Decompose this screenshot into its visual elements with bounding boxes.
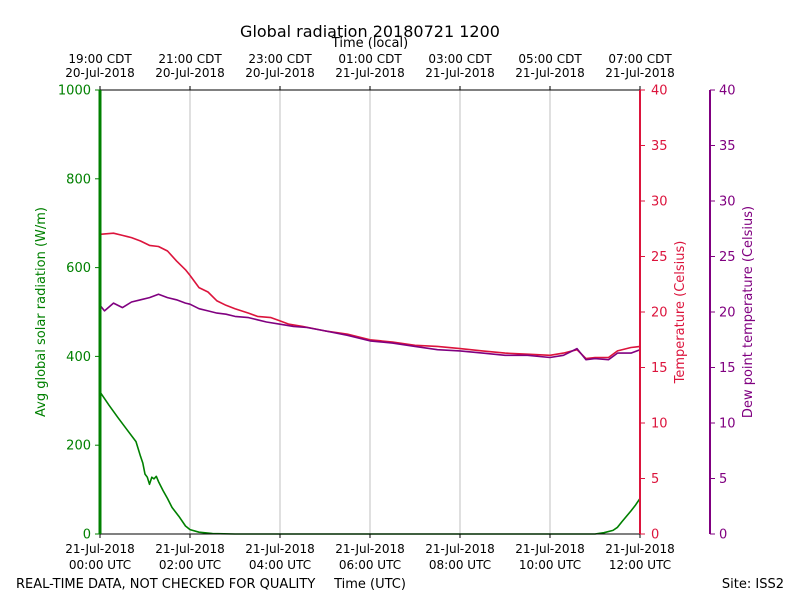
top-axis-label: Time (local) xyxy=(331,36,408,51)
temperature-tick-label: 20 xyxy=(651,306,668,321)
top-tick-label: 01:00 CDT xyxy=(338,52,402,66)
radiation-tick-label: 0 xyxy=(83,528,91,543)
site-label: Site: ISS2 xyxy=(722,577,784,592)
dewpoint-tick-label: 10 xyxy=(719,417,736,432)
x-tick-label: 06:00 UTC xyxy=(339,558,401,572)
temperature-tick-label: 0 xyxy=(651,528,659,543)
temperature-tick-label: 5 xyxy=(651,472,659,487)
temperature-tick-label: 40 xyxy=(651,84,668,99)
radiation-series-line xyxy=(99,391,641,535)
x-tick-label: 21-Jul-2018 xyxy=(515,542,585,556)
temperature-axis-label: Temperature (Celsius) xyxy=(673,241,688,385)
dewpoint-tick-label: 20 xyxy=(719,306,736,321)
x-tick-label: 21-Jul-2018 xyxy=(605,542,675,556)
top-tick-label: 05:00 CDT xyxy=(518,52,582,66)
x-tick-label: 12:00 UTC xyxy=(609,558,671,572)
top-tick-label: 19:00 CDT xyxy=(68,52,132,66)
top-tick-label: 21-Jul-2018 xyxy=(605,66,675,80)
x-tick-label: 04:00 UTC xyxy=(249,558,311,572)
dewpoint-tick-label: 30 xyxy=(719,195,736,210)
temperature-tick-label: 30 xyxy=(651,195,668,210)
x-tick-label: 21-Jul-2018 xyxy=(335,542,405,556)
top-tick-label: 23:00 CDT xyxy=(248,52,312,66)
x-tick-label: 00:00 UTC xyxy=(69,558,131,572)
dewpoint-tick-label: 0 xyxy=(719,528,727,543)
dewpoint-series-line xyxy=(99,293,641,361)
top-tick-label: 21-Jul-2018 xyxy=(335,66,405,80)
top-tick-label: 03:00 CDT xyxy=(428,52,492,66)
top-tick-label: 21-Jul-2018 xyxy=(425,66,495,80)
radiation-tick-label: 400 xyxy=(66,350,91,365)
dewpoint-tick-label: 15 xyxy=(719,361,736,376)
dewpoint-axis-label: Dew point temperature (Celsius) xyxy=(741,206,756,418)
top-tick-label: 07:00 CDT xyxy=(608,52,672,66)
x-tick-label: 21-Jul-2018 xyxy=(155,542,225,556)
temperature-tick-label: 10 xyxy=(651,417,668,432)
radiation-tick-label: 800 xyxy=(66,172,91,187)
dewpoint-tick-label: 35 xyxy=(719,139,736,154)
dewpoint-tick-label: 40 xyxy=(719,84,736,99)
radiation-tick-label: 200 xyxy=(66,439,91,454)
radiation-tick-label: 1000 xyxy=(58,84,91,99)
chart-title: Global radiation 20180721 1200 xyxy=(240,22,500,41)
temperature-series-line xyxy=(99,232,641,360)
top-tick-label: 21:00 CDT xyxy=(158,52,222,66)
top-tick-label: 20-Jul-2018 xyxy=(155,66,225,80)
dewpoint-tick-label: 5 xyxy=(719,472,727,487)
top-tick-label: 20-Jul-2018 xyxy=(245,66,315,80)
top-tick-label: 20-Jul-2018 xyxy=(65,66,135,80)
x-tick-label: 08:00 UTC xyxy=(429,558,491,572)
temperature-tick-label: 15 xyxy=(651,361,668,376)
radiation-tick-label: 600 xyxy=(66,261,91,276)
x-tick-label: 02:00 UTC xyxy=(159,558,221,572)
temperature-tick-label: 25 xyxy=(651,250,668,265)
radiation-axis-label: Avg global solar radiation (W/m) xyxy=(34,207,49,417)
x-tick-label: 21-Jul-2018 xyxy=(65,542,135,556)
x-tick-label: 10:00 UTC xyxy=(519,558,581,572)
quality-disclaimer: REAL-TIME DATA, NOT CHECKED FOR QUALITY xyxy=(16,577,315,592)
x-tick-label: 21-Jul-2018 xyxy=(425,542,495,556)
dewpoint-tick-label: 25 xyxy=(719,250,736,265)
temperature-tick-label: 35 xyxy=(651,139,668,154)
x-tick-label: 21-Jul-2018 xyxy=(245,542,315,556)
x-axis-label: Time (UTC) xyxy=(333,577,406,592)
top-tick-label: 21-Jul-2018 xyxy=(515,66,585,80)
